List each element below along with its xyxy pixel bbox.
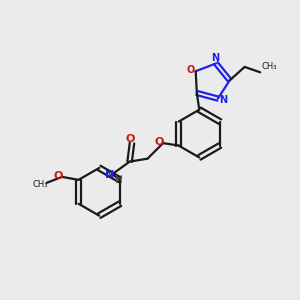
Text: O: O (126, 134, 135, 144)
Text: H: H (115, 175, 123, 184)
Text: CH₃: CH₃ (32, 180, 48, 189)
Text: CH₃: CH₃ (261, 62, 277, 71)
Text: O: O (53, 171, 63, 181)
Text: O: O (187, 65, 195, 75)
Text: O: O (154, 137, 164, 147)
Text: N: N (105, 170, 115, 180)
Text: N: N (211, 53, 219, 63)
Text: N: N (219, 95, 227, 105)
